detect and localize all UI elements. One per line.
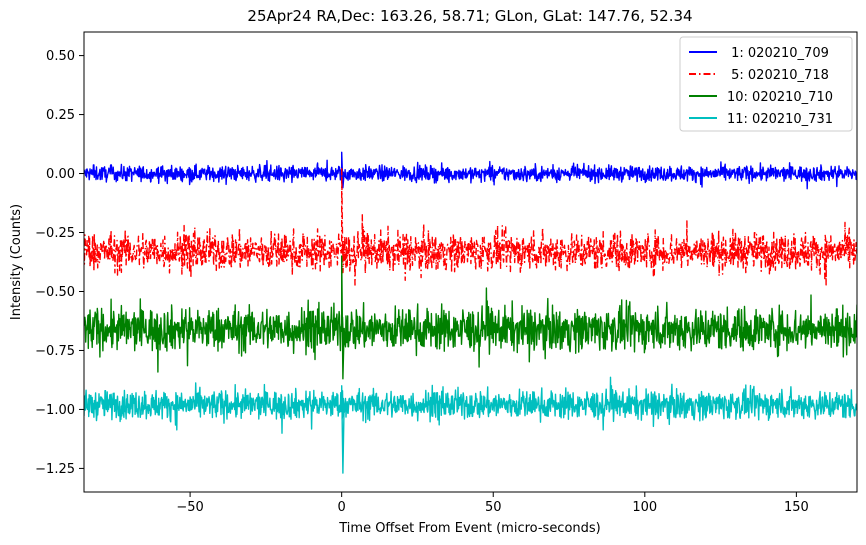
plot-frame [83,31,858,493]
y-axis: 0.50 0.25 0.00 −0.25 −0.50 −0.75 −1.00 −1.25 [35,49,84,477]
y-tick-label: −1.25 [35,462,75,477]
legend-box [679,36,853,132]
series-line-1 [84,151,857,190]
y-tick-label: −1.00 [35,403,75,418]
y-tick-label: 0.00 [46,167,75,182]
x-axis: −50 0 50 100 150 [176,492,809,515]
plot-layer [84,151,857,474]
legend-label: 11: 020210_731 [727,112,833,127]
legend-label: 1: 020210_709 [727,46,829,61]
legend: 1: 020210_709 5: 020210_718 10: 020210_71… [679,36,853,132]
series-line-3 [84,255,857,380]
legend-label: 5: 020210_718 [727,68,829,83]
chart-title: 25Apr24 RA,Dec: 163.26, 58.71; GLon, GLa… [247,7,692,25]
y-tick-label: 0.25 [46,108,75,123]
legend-label: 10: 020210_710 [727,90,833,105]
x-tick-label: −50 [176,500,203,515]
series-line-4 [84,376,857,474]
y-tick-label: −0.25 [35,226,75,241]
y-axis-label: Intensity (Counts) [9,204,24,320]
series-line-2 [84,168,857,286]
x-axis-label: Time Offset From Event (micro-seconds) [338,521,601,536]
y-tick-label: −0.50 [35,285,75,300]
x-tick-label: 100 [632,500,657,515]
x-tick-label: 50 [485,500,502,515]
x-tick-label: 150 [784,500,809,515]
x-tick-label: 0 [338,500,346,515]
y-tick-label: 0.50 [46,49,75,64]
y-tick-label: −0.75 [35,344,75,359]
